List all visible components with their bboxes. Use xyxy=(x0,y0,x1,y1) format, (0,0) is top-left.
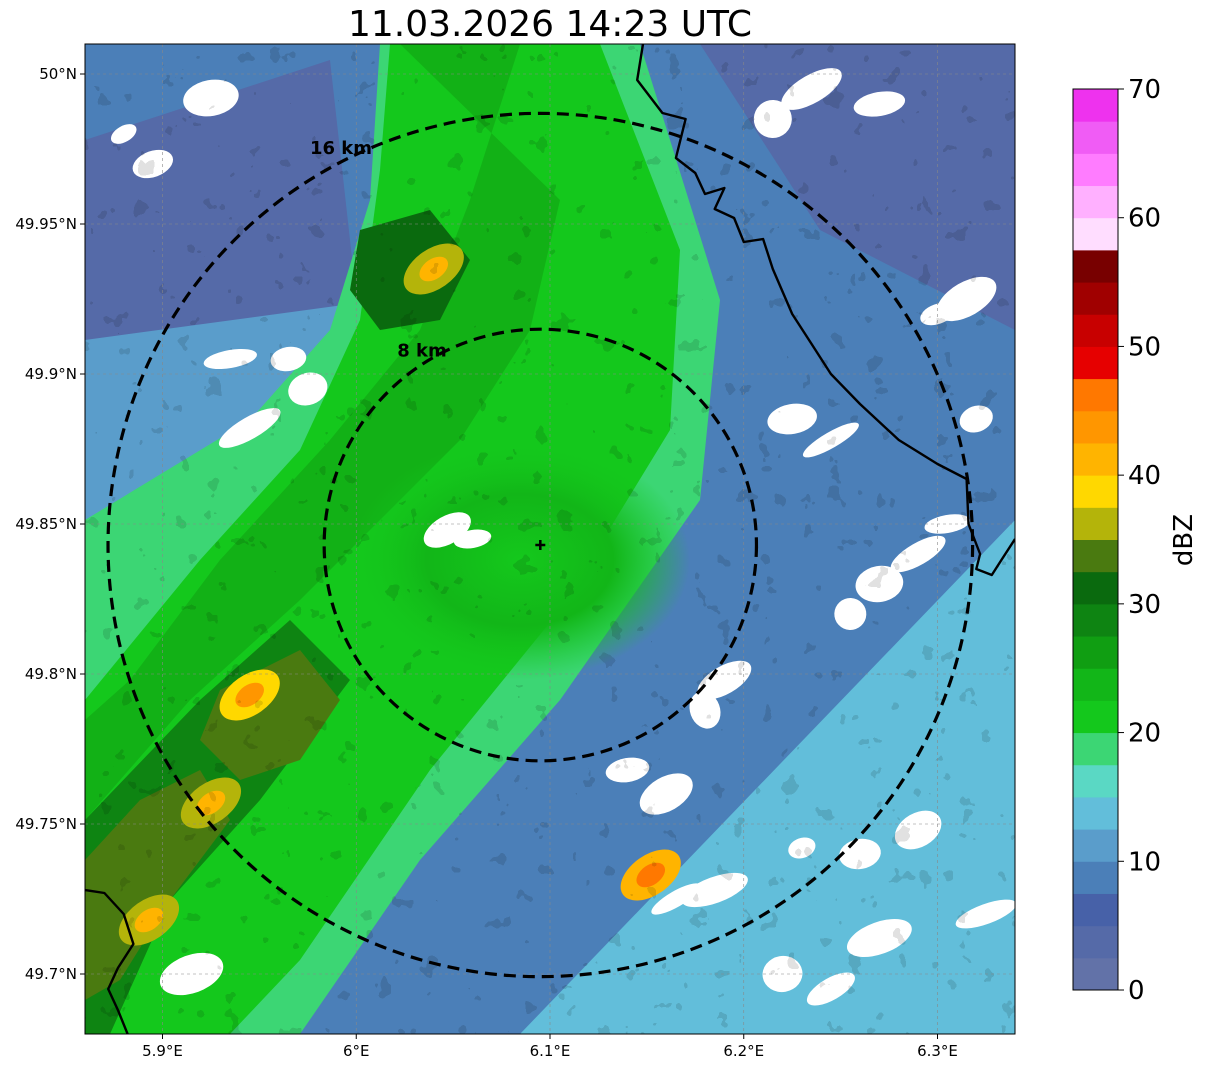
colorbar-swatch xyxy=(1073,700,1118,734)
colorbar-label: dBZ xyxy=(1169,514,1199,566)
colorbar-swatch xyxy=(1073,153,1118,187)
colorbar-swatch xyxy=(1073,475,1118,508)
lat-tick-label: 49.95°N xyxy=(15,215,77,233)
lon-tick-label: 6.3°E xyxy=(917,1042,958,1060)
colorbar-swatch xyxy=(1073,410,1118,444)
longitude-axis: 5.9°E 6°E 6.1°E 6.2°E 6.3°E xyxy=(142,1034,958,1060)
range-ring-16km xyxy=(106,111,975,979)
colorbar-swatch xyxy=(1073,507,1118,540)
lon-tick-label: 5.9°E xyxy=(142,1042,183,1060)
colorbar-swatch xyxy=(1073,571,1118,605)
country-border xyxy=(636,44,1015,577)
colorbar-swatch xyxy=(1073,217,1118,251)
colorbar-tick-label: 70 xyxy=(1128,75,1161,105)
colorbar-swatch xyxy=(1073,89,1118,122)
colorbar-tick-label: 40 xyxy=(1128,461,1161,491)
colorbar-swatch xyxy=(1073,346,1118,380)
lat-tick-label: 49.7°N xyxy=(25,965,77,983)
lat-tick-label: 49.8°N xyxy=(25,665,77,683)
colorbar-tick-label: 20 xyxy=(1128,719,1161,749)
lat-tick-label: 49.75°N xyxy=(15,815,77,833)
colorbar-tick-label: 30 xyxy=(1128,590,1161,620)
colorbar-tick-label: 60 xyxy=(1128,204,1161,234)
colorbar-swatch xyxy=(1073,636,1118,669)
lat-tick-label: 49.9°N xyxy=(25,365,77,383)
colorbar-swatch xyxy=(1073,378,1118,412)
range-ring-label: 8 km xyxy=(397,340,447,361)
colorbar-swatch xyxy=(1073,249,1118,283)
colorbar-ticks: 0 10 20 30 40 50 60 70 xyxy=(1118,75,1161,1006)
colorbar-tick-label: 10 xyxy=(1128,847,1161,877)
colorbar-swatch xyxy=(1073,957,1118,991)
lon-tick-label: 6°E xyxy=(343,1042,370,1060)
colorbar-tick-label: 0 xyxy=(1128,976,1145,1006)
lat-tick-label: 50°N xyxy=(39,65,77,83)
colorbar-swatch xyxy=(1073,732,1118,766)
colorbar-swatch xyxy=(1073,539,1118,573)
reflectivity-field xyxy=(85,44,1015,1034)
lat-tick-label: 49.85°N xyxy=(15,515,77,533)
graticule xyxy=(85,44,1015,1034)
colorbar-swatch xyxy=(1073,893,1118,927)
country-border xyxy=(85,888,135,1034)
colorbar-frame xyxy=(1072,88,1119,991)
colorbar-swatch xyxy=(1073,282,1118,315)
colorbar-swatch xyxy=(1073,861,1118,894)
map-panel: 8 km 16 km 5.9°E 6°E 6.1°E 6.2°E 6.3°E 50°N 49… xyxy=(15,43,1016,1060)
colorbar-swatch xyxy=(1073,442,1118,476)
radar-site-marker xyxy=(535,540,546,550)
colorbar-swatch xyxy=(1073,314,1118,347)
map-title: 11.03.2026 14:23 UTC xyxy=(347,4,753,45)
colorbar-swatch xyxy=(1073,925,1118,959)
lon-tick-label: 6.2°E xyxy=(723,1042,764,1060)
range-ring-label: 16 km xyxy=(310,138,372,159)
latitude-axis: 50°N 49.95°N 49.9°N 49.85°N 49.8°N 49.75°N 49.… xyxy=(15,65,85,983)
colorbar: 0 10 20 30 40 50 60 70 dBZ xyxy=(1072,75,1199,1006)
colorbar-swatch xyxy=(1073,829,1118,862)
border-layer xyxy=(85,44,1015,1034)
radar-site-layer xyxy=(535,540,546,550)
colorbar-swatch xyxy=(1073,603,1118,637)
colorbar-swatch xyxy=(1073,796,1118,830)
lon-tick-label: 6.1°E xyxy=(530,1042,571,1060)
colorbar-swatches xyxy=(1073,89,1118,991)
colorbar-swatch xyxy=(1073,764,1118,798)
colorbar-tick-label: 50 xyxy=(1128,332,1161,362)
range-ring-layer: 8 km 16 km xyxy=(106,111,975,979)
colorbar-swatch xyxy=(1073,185,1118,219)
colorbar-swatch xyxy=(1073,668,1118,701)
colorbar-swatch xyxy=(1073,121,1118,154)
range-ring-8km xyxy=(322,327,759,763)
